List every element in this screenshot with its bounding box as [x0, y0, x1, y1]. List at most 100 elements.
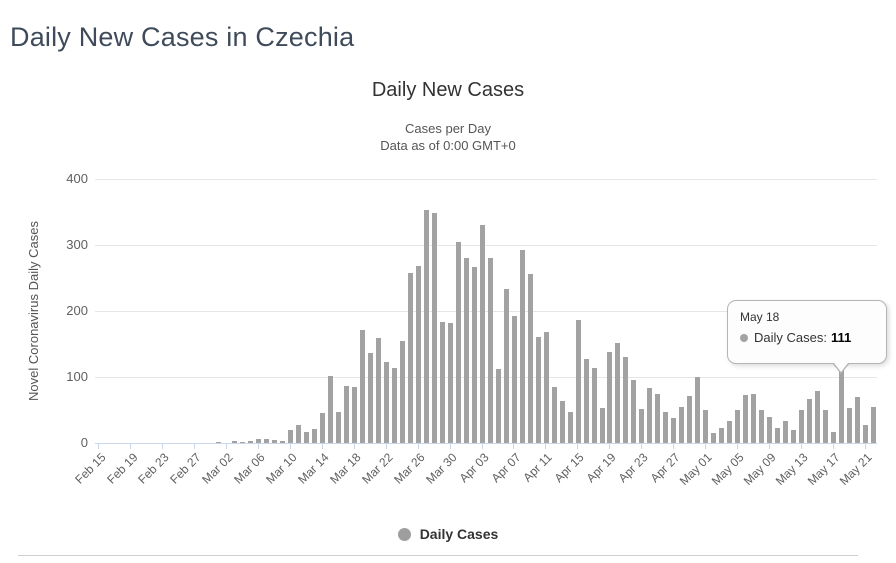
chart-bar[interactable]	[799, 410, 805, 443]
bar-slot	[327, 179, 335, 443]
chart-bar[interactable]	[320, 413, 326, 443]
chart-bar[interactable]	[775, 428, 781, 443]
bar-slot	[390, 179, 398, 443]
chart-bar[interactable]	[272, 440, 278, 443]
chart-bar[interactable]	[367, 353, 373, 443]
chart-bar[interactable]	[256, 439, 262, 443]
bar-slot	[869, 179, 877, 443]
chart-bar[interactable]	[543, 332, 549, 443]
chart-bar[interactable]	[823, 410, 829, 443]
chart-bar[interactable]	[519, 249, 525, 443]
chart-bar[interactable]	[719, 428, 725, 443]
chart-bar[interactable]	[527, 274, 533, 443]
chart-bar[interactable]	[687, 396, 693, 443]
chart-bar[interactable]	[431, 212, 437, 443]
chart-bar[interactable]	[455, 241, 461, 443]
chart-bar[interactable]	[743, 395, 749, 443]
chart-bar[interactable]	[296, 425, 302, 443]
chart-bar[interactable]	[288, 430, 294, 443]
chart-bar[interactable]	[583, 358, 589, 443]
chart-bar[interactable]	[383, 361, 389, 443]
chart-bar[interactable]	[280, 441, 286, 443]
chart-bar[interactable]	[351, 386, 357, 443]
chart-bar[interactable]	[607, 351, 613, 443]
chart-bar[interactable]	[807, 398, 813, 443]
chart-bar[interactable]	[591, 368, 597, 443]
chart-bar[interactable]	[415, 266, 421, 443]
bar-slot	[247, 179, 255, 443]
chart-bar[interactable]	[479, 224, 485, 443]
chart-bar[interactable]	[639, 409, 645, 443]
x-tick	[832, 444, 834, 449]
chart-bar[interactable]	[759, 410, 765, 443]
bar-slot	[630, 179, 638, 443]
chart-bar[interactable]	[623, 357, 629, 443]
chart-bar[interactable]	[791, 429, 797, 443]
chart-bar[interactable]	[535, 336, 541, 443]
chart-bar[interactable]	[232, 441, 238, 443]
chart-bar[interactable]	[855, 396, 860, 443]
bar-slot	[806, 179, 814, 443]
chart-bar[interactable]	[870, 406, 876, 443]
x-tick	[290, 444, 291, 449]
chart-bar[interactable]	[423, 210, 429, 443]
chart-bar[interactable]	[615, 343, 621, 443]
chart-bar[interactable]	[575, 320, 581, 443]
chart-bar[interactable]	[328, 376, 334, 443]
chart-bar[interactable]	[399, 340, 405, 443]
chart-bar[interactable]	[831, 431, 837, 443]
bar-slot	[231, 179, 239, 443]
chart-bar[interactable]	[248, 441, 254, 443]
bar-slot	[710, 179, 718, 443]
chart-bar[interactable]	[463, 258, 469, 443]
chart-bar[interactable]	[599, 408, 605, 443]
bar-slot	[223, 179, 231, 443]
chart-bar[interactable]	[559, 400, 565, 443]
chart-bar[interactable]	[783, 421, 789, 443]
chart-bar[interactable]	[495, 369, 501, 443]
chart-bar[interactable]	[751, 394, 757, 443]
chart-bar[interactable]	[647, 388, 653, 443]
chart-bar[interactable]	[695, 377, 701, 443]
chart-bar[interactable]	[216, 441, 222, 443]
chart-bar[interactable]	[391, 368, 397, 443]
legend-item-daily-cases[interactable]: Daily Cases	[0, 523, 896, 545]
chart-bar[interactable]	[679, 406, 685, 443]
chart-bar[interactable]	[511, 315, 517, 443]
chart-bar[interactable]	[631, 380, 637, 443]
chart-bar[interactable]	[671, 417, 677, 443]
chart-bar[interactable]	[567, 411, 573, 443]
chart-bar[interactable]	[359, 330, 365, 443]
chart-bar[interactable]	[735, 410, 741, 443]
chart-bar[interactable]	[375, 338, 381, 443]
chart-bar[interactable]	[312, 429, 318, 443]
x-axis-label: Mar 26	[391, 450, 428, 487]
chart-bar[interactable]	[862, 425, 868, 443]
chart-bar[interactable]	[767, 417, 773, 443]
chart-bar[interactable]	[304, 431, 310, 443]
chart-bar[interactable]	[503, 289, 509, 443]
chart-bar[interactable]	[847, 408, 853, 443]
chart-bar[interactable]	[240, 441, 246, 443]
chart-bar[interactable]	[487, 257, 493, 443]
chart-bar[interactable]	[264, 439, 270, 443]
chart-bar[interactable]	[439, 321, 445, 443]
chart-bar[interactable]	[815, 390, 821, 443]
chart-bar[interactable]	[551, 386, 557, 443]
chart-bar[interactable]	[839, 369, 845, 443]
chart-bar[interactable]	[703, 410, 709, 443]
bar-slot	[422, 179, 430, 443]
chart-bar[interactable]	[447, 322, 453, 443]
chart-bar[interactable]	[336, 411, 342, 443]
chart-bar[interactable]	[655, 393, 661, 443]
chart-bar[interactable]	[663, 411, 669, 443]
x-axis-label: Feb 27	[167, 450, 204, 487]
bar-slot	[382, 179, 390, 443]
x-axis-label: May 05	[708, 450, 747, 489]
chart-bar[interactable]	[727, 421, 733, 443]
chart-bar[interactable]	[711, 433, 717, 443]
chart-bar[interactable]	[471, 266, 477, 443]
chart-bar[interactable]	[407, 272, 413, 443]
chart-bar[interactable]	[344, 385, 349, 443]
